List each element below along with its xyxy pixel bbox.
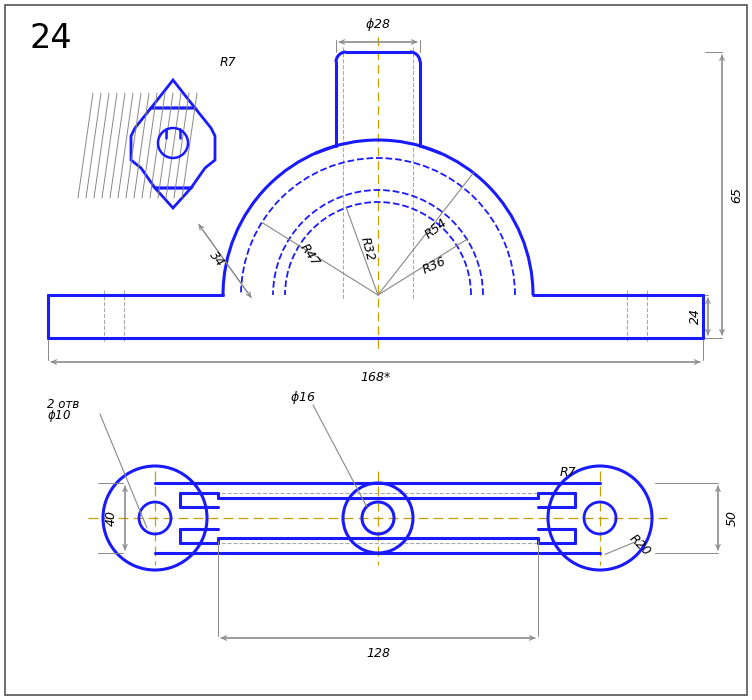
Text: 2 отв: 2 отв: [47, 398, 79, 410]
Text: R7: R7: [559, 466, 576, 480]
Text: 40: 40: [105, 510, 118, 526]
Text: 34: 34: [207, 248, 227, 270]
Text: 128: 128: [366, 647, 390, 660]
Text: 24: 24: [689, 309, 702, 325]
Text: R47: R47: [298, 241, 323, 269]
Text: 65: 65: [730, 187, 743, 203]
Text: 50: 50: [726, 510, 739, 526]
Text: R54: R54: [422, 216, 450, 242]
Text: 24: 24: [30, 22, 73, 55]
Text: R20: R20: [626, 532, 653, 559]
Text: R36: R36: [420, 254, 448, 276]
Text: R7: R7: [220, 55, 236, 69]
Text: $\phi$10: $\phi$10: [47, 408, 71, 424]
Text: R32: R32: [358, 236, 377, 263]
Text: $\phi$28: $\phi$28: [365, 16, 391, 33]
Text: $\phi$16: $\phi$16: [290, 389, 316, 405]
Text: 168*: 168*: [360, 371, 390, 384]
